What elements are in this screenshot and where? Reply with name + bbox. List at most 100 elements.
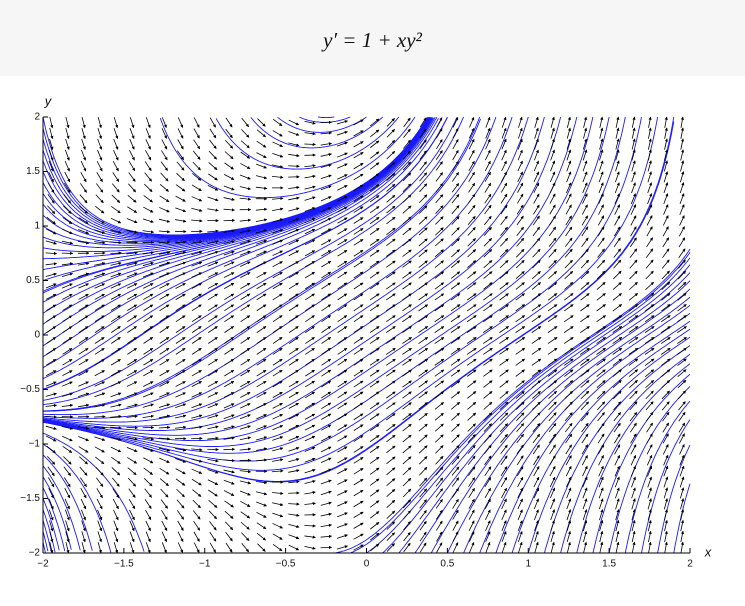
slope-arrow xyxy=(208,315,218,323)
slope-arrow xyxy=(143,381,154,387)
slope-arrow xyxy=(434,423,444,432)
slope-arrow xyxy=(501,127,507,139)
slope-arrow xyxy=(80,488,87,499)
slope-arrow xyxy=(191,283,202,289)
slope-arrow xyxy=(223,250,235,256)
slope-arrow xyxy=(337,337,348,344)
slope-arrow xyxy=(336,152,348,158)
slope-arrow xyxy=(65,542,70,554)
slope-arrow xyxy=(532,259,541,269)
slope-arrow xyxy=(80,477,87,488)
slope-arrow xyxy=(386,205,396,214)
slope-arrow xyxy=(566,541,571,553)
slope-arrow xyxy=(63,466,71,476)
solution-curve xyxy=(495,320,691,554)
slope-arrow xyxy=(191,261,203,267)
slope-arrow xyxy=(77,426,90,430)
slope-arrow xyxy=(483,249,493,258)
y-tick-label: 1.5 xyxy=(26,166,40,177)
slope-arrow xyxy=(45,381,57,387)
slope-arrow xyxy=(680,498,685,510)
slope-arrow xyxy=(647,465,653,477)
slope-arrow xyxy=(126,437,138,441)
slope-arrow xyxy=(79,205,88,214)
slope-arrow xyxy=(500,215,508,226)
slope-arrow xyxy=(515,358,526,366)
slope-arrow xyxy=(272,491,284,495)
slope-arrow xyxy=(564,259,573,269)
slope-arrow xyxy=(320,152,332,157)
slope-arrow xyxy=(484,193,492,204)
slope-arrow xyxy=(94,415,106,419)
slope-arrow xyxy=(240,261,251,267)
slope-arrow xyxy=(549,487,556,499)
slope-arrow xyxy=(175,272,187,278)
slope-arrow xyxy=(534,127,539,139)
solution-curve xyxy=(42,531,49,552)
slope-arrow xyxy=(580,259,590,269)
solution-curve xyxy=(592,373,691,554)
slope-arrow xyxy=(631,498,636,510)
slope-arrow xyxy=(402,380,412,388)
slope-arrow xyxy=(62,228,73,235)
slope-arrow xyxy=(434,293,445,301)
slope-arrow xyxy=(142,447,154,452)
slope-arrow xyxy=(434,271,445,279)
solution-curve xyxy=(42,443,112,553)
slope-arrow xyxy=(62,445,73,453)
slope-arrow xyxy=(272,175,284,179)
slope-arrow xyxy=(64,171,71,183)
slope-arrow xyxy=(597,401,606,411)
slope-arrow xyxy=(467,204,476,215)
slope-arrow xyxy=(677,315,687,323)
slope-arrow xyxy=(386,172,396,181)
slope-arrow xyxy=(320,468,332,474)
slope-arrow xyxy=(615,127,620,139)
slope-arrow xyxy=(321,304,332,312)
slope-arrow xyxy=(337,282,348,290)
slope-arrow xyxy=(110,272,122,278)
slope-arrow xyxy=(518,541,523,553)
solution-curve xyxy=(366,257,691,554)
slope-arrow xyxy=(224,358,235,366)
slope-arrow xyxy=(64,487,71,499)
slope-arrow xyxy=(402,402,412,410)
slope-arrow xyxy=(418,337,429,344)
slope-arrow xyxy=(547,326,558,333)
slope-arrow xyxy=(191,272,203,278)
slope-arrow xyxy=(223,240,235,245)
slope-arrow xyxy=(78,283,89,289)
slope-arrow xyxy=(191,358,202,366)
slope-arrow xyxy=(126,251,138,255)
slope-arrow xyxy=(581,433,589,444)
slope-arrow xyxy=(369,227,380,235)
slope-arrow xyxy=(549,455,556,466)
slope-arrow xyxy=(661,281,671,290)
slope-arrow xyxy=(419,172,428,182)
slope-arrow xyxy=(418,434,428,443)
slope-arrow xyxy=(256,347,267,355)
slope-arrow xyxy=(599,138,604,150)
slope-arrow xyxy=(78,293,89,300)
slope-arrow xyxy=(631,509,636,521)
slope-arrow xyxy=(112,477,120,487)
slope-arrow xyxy=(613,433,621,444)
x-tick-label: 0.5 xyxy=(440,559,454,570)
slope-arrow xyxy=(451,434,460,443)
slope-arrow xyxy=(419,194,428,203)
slope-arrow xyxy=(61,272,74,277)
slope-arrow xyxy=(630,433,637,444)
slope-arrow xyxy=(272,469,284,473)
slope-arrow xyxy=(598,487,604,499)
slope-arrow xyxy=(662,444,669,455)
slope-arrow xyxy=(288,425,300,431)
slope-arrow xyxy=(419,477,428,487)
solution-curve xyxy=(42,509,56,553)
slope-arrow xyxy=(661,304,671,312)
slope-arrow xyxy=(402,423,412,432)
slope-arrow xyxy=(386,118,395,127)
slope-arrow xyxy=(467,215,476,225)
slope-arrow xyxy=(645,401,654,411)
slope-arrow xyxy=(223,197,235,201)
slope-arrow xyxy=(78,370,89,377)
